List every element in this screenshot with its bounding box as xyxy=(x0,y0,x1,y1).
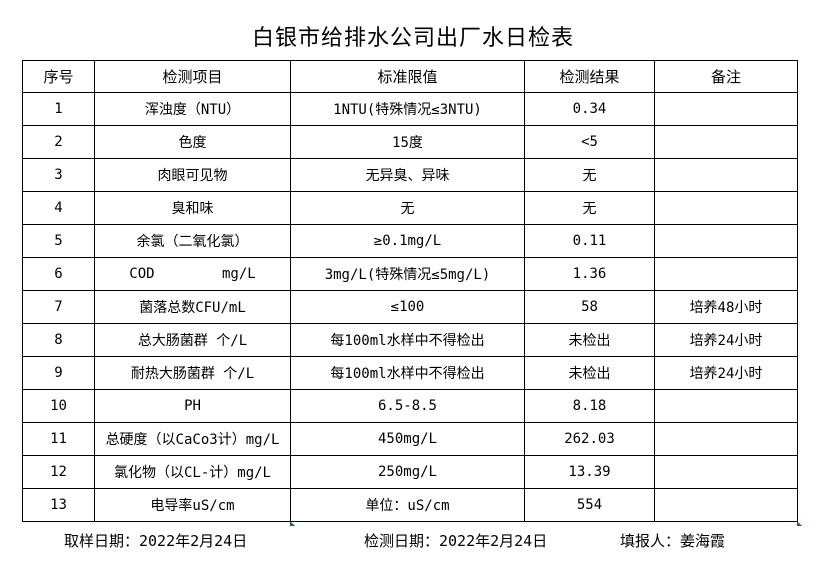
cell-index: 4 xyxy=(22,191,95,225)
cell-remark xyxy=(654,191,798,225)
header-standard: 标准限值 xyxy=(290,60,525,93)
cell-remark: 培养48小时 xyxy=(654,290,798,324)
reporter: 填报人：姜海霞 xyxy=(620,532,726,550)
header-item: 检测项目 xyxy=(94,60,291,93)
cell-item: 肉眼可见物 xyxy=(94,158,291,192)
cell-index: 11 xyxy=(22,422,95,456)
table-header-row: 序号 检测项目 标准限值 检测结果 备注 xyxy=(22,60,798,93)
cell-standard: 15度 xyxy=(290,125,525,159)
cell-item: 耐热大肠菌群 个/L xyxy=(94,356,291,390)
table-row: 5 余氯（二氧化氯） ≥0.1mg/L 0.11 xyxy=(22,224,798,258)
cell-index: 6 xyxy=(22,257,95,291)
cell-remark xyxy=(654,488,798,522)
cell-marker xyxy=(797,521,802,526)
cell-standard: 每100ml水样中不得检出 xyxy=(290,323,525,357)
cell-result: 262.03 xyxy=(524,422,655,456)
cell-remark xyxy=(654,455,798,489)
header-index: 序号 xyxy=(22,60,95,93)
cell-index: 13 xyxy=(22,488,95,522)
cell-marker xyxy=(290,521,295,526)
cell-result: 0.11 xyxy=(524,224,655,258)
table-row: 12 氯化物（以CL-计）mg/L 250mg/L 13.39 xyxy=(22,455,798,489)
table-row: 4 臭和味无无 xyxy=(22,191,798,225)
cell-remark xyxy=(654,92,798,126)
cell-standard: 6.5-8.5 xyxy=(290,389,525,423)
cell-index: 3 xyxy=(22,158,95,192)
cell-standard: 单位：uS/cm xyxy=(290,488,525,522)
cell-standard: 每100ml水样中不得检出 xyxy=(290,356,525,390)
cell-result: 无 xyxy=(524,191,655,225)
cell-standard: 3mg/L(特殊情况≤5mg/L) xyxy=(290,257,525,291)
sampling-date: 取样日期：2022年2月24日 xyxy=(64,532,248,550)
table-row: 1 浑浊度（NTU） 1NTU(特殊情况≤3NTU) 0.34 xyxy=(22,92,798,126)
cell-index: 10 xyxy=(22,389,95,423)
cell-index: 12 xyxy=(22,455,95,489)
table-row: 2 色度 15度 <5 xyxy=(22,125,798,159)
table-row: 13 电导率uS/cm 单位：uS/cm 554 xyxy=(22,488,798,522)
cell-standard: ≤100 xyxy=(290,290,525,324)
cell-remark xyxy=(654,422,798,456)
cell-index: 5 xyxy=(22,224,95,258)
cell-result: 未检出 xyxy=(524,323,655,357)
cell-result: 无 xyxy=(524,158,655,192)
cell-result: 13.39 xyxy=(524,455,655,489)
cell-standard: 1NTU(特殊情况≤3NTU) xyxy=(290,92,525,126)
cell-index: 8 xyxy=(22,323,95,357)
table-row: 11 总硬度（以CaCo3计）mg/L 450mg/L 262.03 xyxy=(22,422,798,456)
test-date: 检测日期：2022年2月24日 xyxy=(364,532,548,550)
page-title: 白银市给排水公司出厂水日检表 xyxy=(251,26,574,51)
cell-item: 菌落总数CFU/mL xyxy=(94,290,291,324)
cell-remark: 培养24小时 xyxy=(654,356,798,390)
cell-item: PH xyxy=(94,389,291,423)
cell-remark xyxy=(654,257,798,291)
table-row: 3 肉眼可见物 无异臭、异味无 xyxy=(22,158,798,192)
cell-result: 0.34 xyxy=(524,92,655,126)
cell-index: 7 xyxy=(22,290,95,324)
table-row: 10 PH 6.5-8.5 8.18 xyxy=(22,389,798,423)
cell-remark xyxy=(654,158,798,192)
cell-index: 2 xyxy=(22,125,95,159)
cell-item: 氯化物（以CL-计）mg/L xyxy=(94,455,291,489)
cell-remark xyxy=(654,125,798,159)
cell-standard: ≥0.1mg/L xyxy=(290,224,525,258)
cell-item: 色度 xyxy=(94,125,291,159)
cell-result: 1.36 xyxy=(524,257,655,291)
cell-item: COD mg/L xyxy=(94,257,291,291)
cell-result: <5 xyxy=(524,125,655,159)
header-result: 检测结果 xyxy=(524,60,655,93)
table-row: 7 菌落总数CFU/mL ≤100 58 培养48小时 xyxy=(22,290,798,324)
cell-result: 58 xyxy=(524,290,655,324)
cell-standard: 无异臭、异味 xyxy=(290,158,525,192)
cell-item: 余氯（二氧化氯） xyxy=(94,224,291,258)
cell-item: 总大肠菌群 个/L xyxy=(94,323,291,357)
cell-standard: 250mg/L xyxy=(290,455,525,489)
cell-standard: 450mg/L xyxy=(290,422,525,456)
cell-index: 9 xyxy=(22,356,95,390)
cell-result: 未检出 xyxy=(524,356,655,390)
cell-result: 8.18 xyxy=(524,389,655,423)
cell-item: 总硬度（以CaCo3计）mg/L xyxy=(94,422,291,456)
cell-item: 臭和味 xyxy=(94,191,291,225)
cell-item: 浑浊度（NTU） xyxy=(94,92,291,126)
inspection-table: 序号 检测项目 标准限值 检测结果 备注 1 浑浊度（NTU） 1NTU(特殊情况≤… xyxy=(22,60,798,522)
table-row: 8 总大肠菌群 个/L 每100ml水样中不得检出 未检出 培养24小时 xyxy=(22,323,798,357)
table-row: 9 耐热大肠菌群 个/L 每100ml水样中不得检出 未检出 培养24小时 xyxy=(22,356,798,390)
cell-standard: 无 xyxy=(290,191,525,225)
cell-remark xyxy=(654,224,798,258)
cell-index: 1 xyxy=(22,92,95,126)
cell-item: 电导率uS/cm xyxy=(94,488,291,522)
header-remark: 备注 xyxy=(654,60,798,93)
cell-result: 554 xyxy=(524,488,655,522)
table-row: 6 COD mg/L 3mg/L(特殊情况≤5mg/L) 1.36 xyxy=(22,257,798,291)
cell-remark xyxy=(654,389,798,423)
cell-remark: 培养24小时 xyxy=(654,323,798,357)
